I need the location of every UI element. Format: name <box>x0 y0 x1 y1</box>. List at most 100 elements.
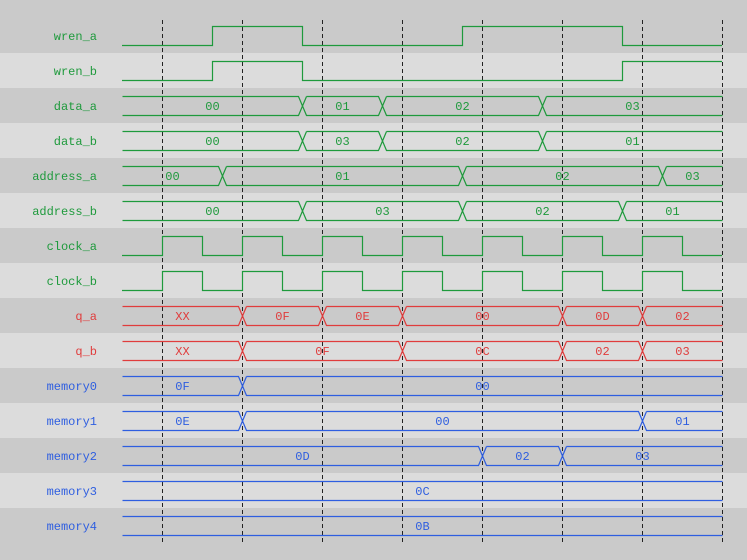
signal-memory0: memory0 0F 00 <box>47 375 723 397</box>
row-background <box>0 88 747 123</box>
bus-value: 01 <box>335 170 349 184</box>
signal-q-a: q_a XX 0F 0E 00 0D 02 <box>75 305 723 327</box>
bus-value: 03 <box>375 205 389 219</box>
signal-label: memory1 <box>47 415 97 429</box>
bus-segment <box>321 305 404 327</box>
signal-label: memory0 <box>47 380 97 394</box>
waveform <box>122 60 722 82</box>
row-background <box>0 473 747 508</box>
waveform <box>122 270 722 292</box>
signal-label: address_b <box>32 205 97 219</box>
bus-segment <box>621 200 723 222</box>
row-background <box>0 228 747 263</box>
bus-segment <box>641 410 723 432</box>
bus-value: 00 <box>165 170 179 184</box>
bus-value: 00 <box>475 310 489 324</box>
bus-segment <box>561 445 723 467</box>
bus-segment <box>122 515 723 537</box>
bus-segment <box>401 305 564 327</box>
bus-value: 0D <box>595 310 609 324</box>
bus-value: 01 <box>335 100 349 114</box>
bus-segment <box>401 340 564 362</box>
bus-value: 01 <box>665 205 679 219</box>
bus-segment <box>461 200 624 222</box>
row-background <box>0 403 747 438</box>
signal-label: data_a <box>54 100 97 114</box>
bus-value: 00 <box>205 135 219 149</box>
bus-segment <box>122 480 723 502</box>
bus-segment <box>241 410 644 432</box>
bus-value: 03 <box>335 135 349 149</box>
bus-segment <box>541 130 723 152</box>
bus-value: 00 <box>435 415 449 429</box>
bus-segment <box>381 130 544 152</box>
bus-value: 01 <box>625 135 639 149</box>
bus-value: 02 <box>535 205 549 219</box>
signal-label: memory2 <box>47 450 97 464</box>
bus-value: 02 <box>455 100 469 114</box>
row-background <box>0 438 747 473</box>
signal-label: wren_b <box>54 65 97 79</box>
bus-value: 0E <box>355 310 369 324</box>
row-background <box>0 53 747 88</box>
bus-value: 00 <box>475 380 489 394</box>
bus-segment <box>641 340 723 362</box>
signal-memory1: memory1 0E 00 01 <box>47 410 723 432</box>
signal-label: address_a <box>32 170 97 184</box>
signal-address-b: address_b 00 03 02 01 <box>32 200 723 222</box>
bus-value: 01 <box>675 415 689 429</box>
bus-segment <box>561 305 644 327</box>
bus-value: 03 <box>625 100 639 114</box>
row-background <box>0 18 747 53</box>
signal-label: clock_b <box>47 275 97 289</box>
bus-value: 0F <box>175 380 189 394</box>
bus-value: XX <box>175 310 189 324</box>
signal-label: memory3 <box>47 485 97 499</box>
bus-value: 02 <box>515 450 529 464</box>
row-background <box>0 193 747 228</box>
bus-value: 0E <box>175 415 189 429</box>
signal-label: q_a <box>75 310 97 324</box>
bus-segment <box>641 305 723 327</box>
bus-value: 0C <box>475 345 489 359</box>
bus-value: 0B <box>415 520 429 534</box>
signal-memory3: memory3 0C <box>47 480 723 502</box>
waveform <box>122 235 722 257</box>
signal-memory2: memory2 0D 02 03 <box>47 445 723 467</box>
signal-q-b: q_b XX 0F 0C 02 03 <box>75 340 723 362</box>
signal-label: wren_a <box>54 30 97 44</box>
bus-segment <box>461 165 664 187</box>
signal-memory4: memory4 0B <box>47 515 723 537</box>
bus-segment <box>481 445 564 467</box>
bus-value: 0C <box>415 485 429 499</box>
bus-segment <box>661 165 723 187</box>
waveform <box>122 25 722 47</box>
signal-data-b: data_b 00 03 02 01 <box>54 130 723 152</box>
signal-wren-b: wren_b <box>54 60 722 82</box>
signal-address-a: address_a 00 01 02 03 <box>32 165 723 187</box>
bus-value: XX <box>175 345 189 359</box>
bus-segment <box>301 130 384 152</box>
bus-value: 02 <box>675 310 689 324</box>
signal-clock-a: clock_a <box>47 235 722 257</box>
bus-segment <box>301 200 464 222</box>
bus-value: 00 <box>205 100 219 114</box>
bus-value: 02 <box>455 135 469 149</box>
bus-value: 03 <box>685 170 699 184</box>
signal-label: data_b <box>54 135 97 149</box>
bus-value: 0F <box>275 310 289 324</box>
bus-segment <box>241 340 404 362</box>
bus-value: 02 <box>595 345 609 359</box>
bus-value: 0F <box>315 345 329 359</box>
bus-value: 0D <box>295 450 309 464</box>
signal-label: memory4 <box>47 520 97 534</box>
bus-value: 00 <box>205 205 219 219</box>
row-background <box>0 333 747 368</box>
bus-value: 03 <box>635 450 649 464</box>
row-background <box>0 508 747 543</box>
bus-segment <box>301 95 384 117</box>
row-background <box>0 123 747 158</box>
signal-label: q_b <box>75 345 97 359</box>
row-background <box>0 298 747 333</box>
bus-value: 03 <box>675 345 689 359</box>
